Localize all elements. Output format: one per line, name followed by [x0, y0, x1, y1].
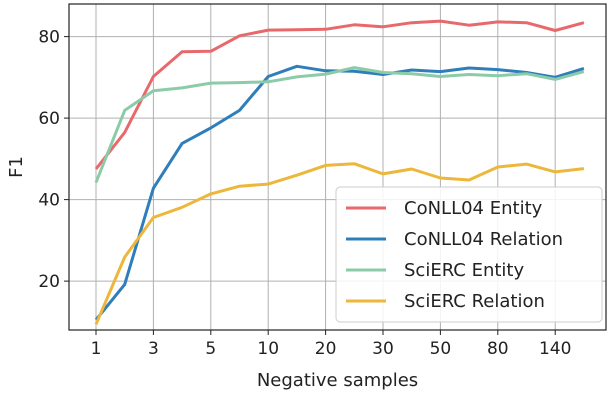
y-tick-label: 20: [38, 272, 60, 292]
x-tick-label: 10: [257, 339, 279, 359]
series-line-scierc-relation: [94, 162, 585, 325]
x-tick-label: 5: [205, 339, 216, 359]
legend: CoNLL04 Entity CoNLL04 Relation SciERC Ent…: [335, 186, 603, 323]
x-tick-label: 3: [148, 339, 159, 359]
series-line-conll04-entity: [94, 19, 585, 170]
x-tick-label: 1: [91, 339, 102, 359]
series-line-scierc-entity: [94, 66, 585, 184]
x-axis-label: Negative samples: [257, 370, 418, 391]
x-tick-label: 80: [487, 339, 509, 359]
y-axis-ticks: 20 40 60 80: [38, 28, 69, 292]
x-tick-label: 30: [372, 339, 394, 359]
legend-label: CoNLL04 Relation: [404, 229, 563, 250]
legend-box: [335, 186, 603, 323]
series-lines: [94, 19, 585, 325]
y-tick-label: 60: [38, 109, 60, 129]
y-tick-label: 40: [38, 191, 60, 211]
y-axis-label: F1: [6, 156, 27, 178]
legend-label: SciERC Entity: [404, 260, 524, 281]
x-tick-label: 140: [539, 339, 571, 359]
x-tick-label: 50: [430, 339, 452, 359]
y-tick-label: 80: [38, 28, 60, 48]
x-axis-ticks: 1 3 5 10 20 30 50 80 140: [91, 330, 571, 359]
x-tick-label: 20: [315, 339, 337, 359]
legend-label: SciERC Relation: [404, 291, 545, 312]
legend-label: CoNLL04 Entity: [404, 198, 543, 219]
plot-frame: [68, 3, 607, 331]
